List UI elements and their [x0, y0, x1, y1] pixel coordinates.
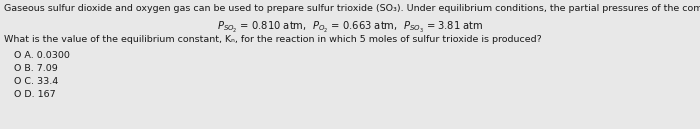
Text: What is the value of the equilibrium constant, Kₙ, for the reaction in which 5 m: What is the value of the equilibrium con…: [4, 35, 542, 44]
Text: $P_{SO_2}$ = 0.810 atm,  $P_{O_2}$ = 0.663 atm,  $P_{SO_3}$ = 3.81 atm: $P_{SO_2}$ = 0.810 atm, $P_{O_2}$ = 0.66…: [217, 20, 483, 35]
Text: O C. 33.4: O C. 33.4: [14, 77, 58, 86]
Text: O D. 167: O D. 167: [14, 90, 55, 99]
Text: O A. 0.0300: O A. 0.0300: [14, 51, 70, 60]
Text: Gaseous sulfur dioxide and oxygen gas can be used to prepare sulfur trioxide (SO: Gaseous sulfur dioxide and oxygen gas ca…: [4, 4, 700, 13]
Text: O B. 7.09: O B. 7.09: [14, 64, 57, 73]
